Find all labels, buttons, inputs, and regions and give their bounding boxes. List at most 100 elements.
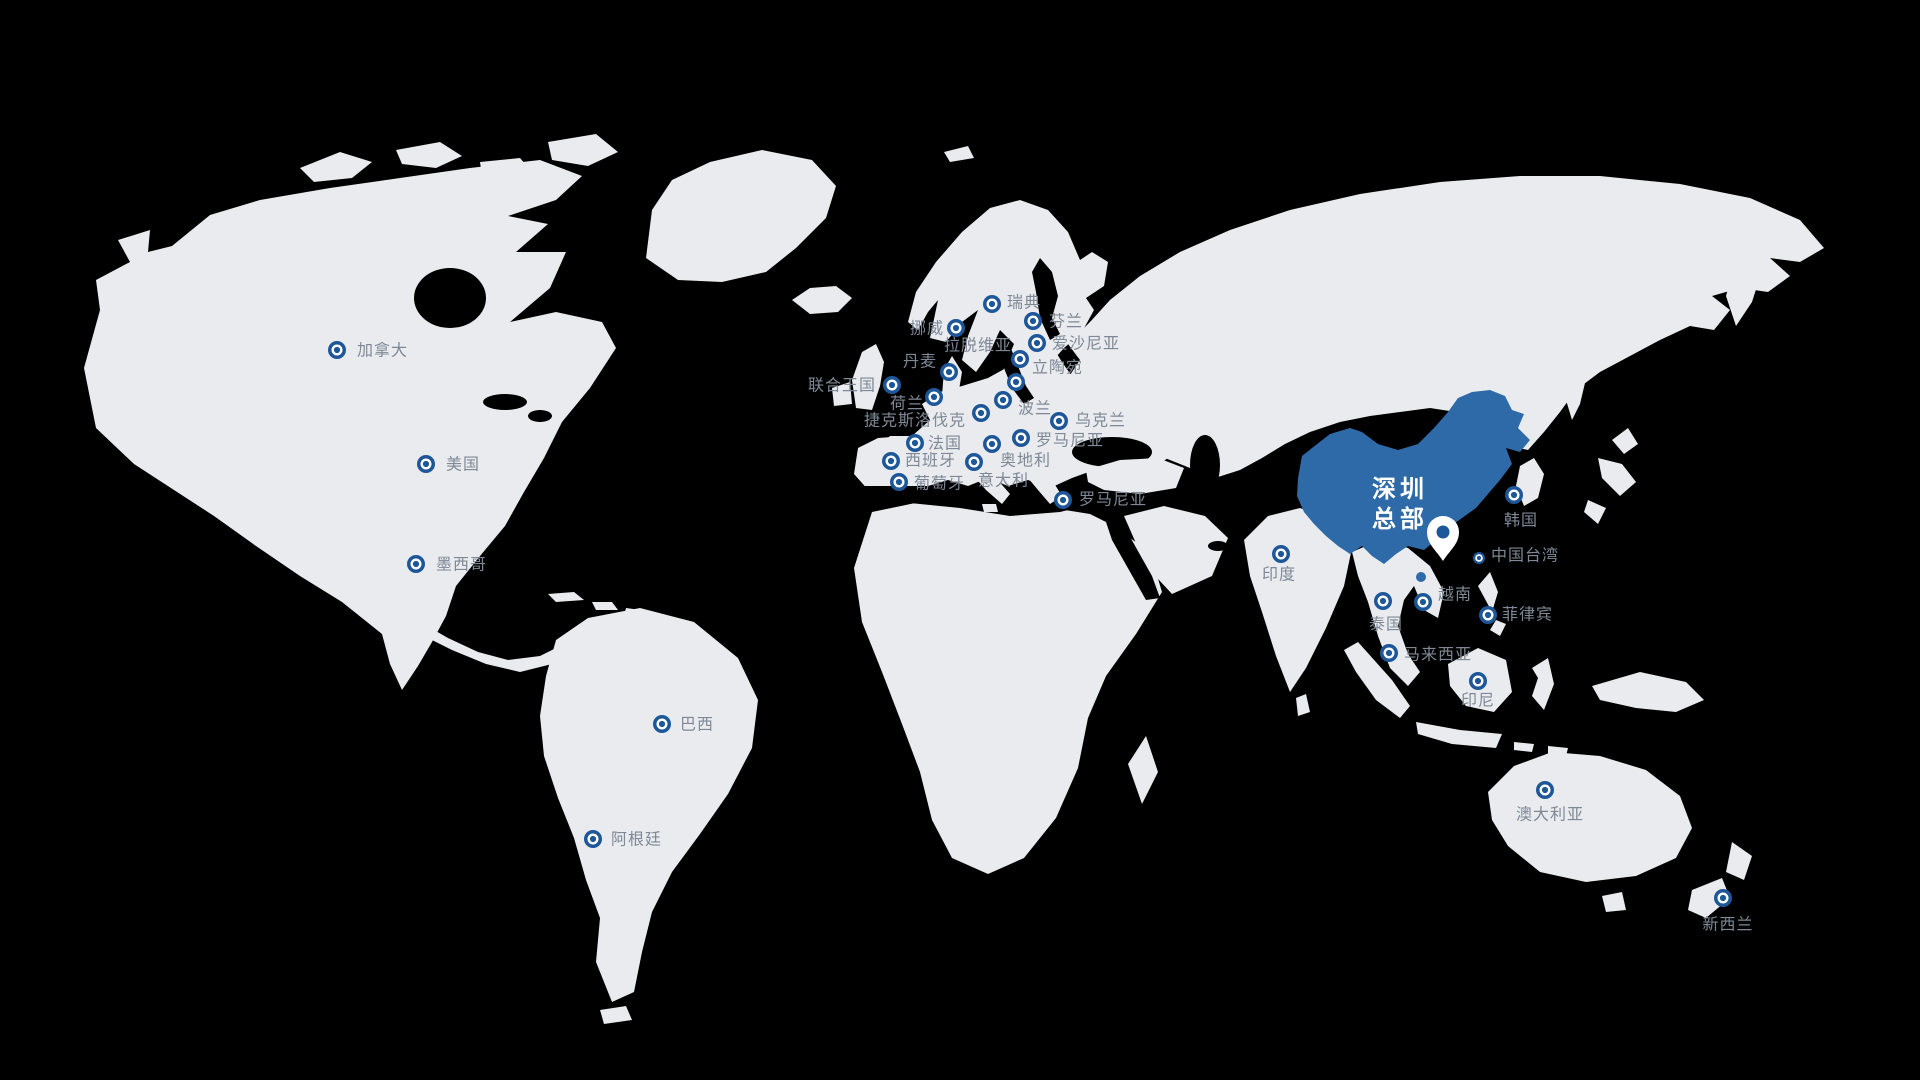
continent-landmass bbox=[300, 152, 372, 182]
location: 韩国 bbox=[1504, 486, 1538, 530]
location: 爱沙尼亚 bbox=[1028, 334, 1119, 353]
continent-landmass bbox=[1124, 506, 1228, 594]
location: 新西兰 bbox=[1702, 889, 1753, 934]
continent-landmass bbox=[1020, 455, 1062, 504]
location-marker-dot bbox=[1059, 496, 1067, 504]
continent-landmass bbox=[1532, 658, 1554, 710]
location-label: 荷兰 bbox=[890, 395, 924, 413]
location-label: 中国台湾 bbox=[1491, 547, 1559, 565]
hq-pin-hole bbox=[1436, 525, 1450, 539]
location-label: 阿根廷 bbox=[611, 831, 662, 849]
hq-label-line2: 总部 bbox=[1372, 505, 1428, 533]
continent-landmass bbox=[982, 504, 998, 512]
continent-landmass bbox=[540, 608, 758, 1002]
location: 乌克兰 bbox=[1050, 412, 1126, 430]
location-label: 澳大利亚 bbox=[1516, 806, 1584, 824]
location-marker-dot bbox=[1419, 598, 1427, 606]
continent-landmass bbox=[1490, 620, 1506, 636]
continent-landmass bbox=[420, 622, 560, 672]
location-marker-dot bbox=[1277, 550, 1285, 558]
location: 越南 bbox=[1414, 586, 1472, 611]
location: 印尼 bbox=[1461, 672, 1495, 710]
continent-landmass bbox=[1344, 642, 1410, 718]
location-label: 韩国 bbox=[1504, 512, 1538, 530]
location: 波兰 bbox=[994, 391, 1052, 418]
continent-landmass bbox=[646, 150, 836, 282]
location: 挪威 bbox=[910, 319, 965, 338]
location: 泰国 bbox=[1369, 592, 1403, 634]
location-label: 联合王国 bbox=[808, 377, 876, 395]
continent-landmass bbox=[1688, 878, 1730, 918]
location: 拉脱维亚 bbox=[944, 337, 1029, 368]
location-label: 法国 bbox=[928, 435, 962, 453]
sea-shape bbox=[1104, 512, 1160, 600]
location-marker-dot bbox=[895, 478, 903, 486]
location: 联合王国 bbox=[808, 376, 901, 395]
sea-shape bbox=[994, 334, 1034, 404]
location-marker-dot bbox=[1017, 434, 1025, 442]
china-shape bbox=[1297, 390, 1530, 564]
location-marker-dot bbox=[1379, 597, 1387, 605]
location-marker-dot bbox=[945, 368, 953, 376]
location-marker-dot bbox=[1510, 491, 1518, 499]
continents-layer bbox=[84, 134, 1824, 1024]
location: 罗马尼亚 bbox=[1054, 491, 1146, 509]
continent-landmass bbox=[1612, 428, 1638, 454]
location-marker-dot bbox=[911, 439, 919, 447]
continent-landmass bbox=[1060, 176, 1824, 478]
location: 印度 bbox=[1262, 545, 1296, 584]
location-label: 瑞典 bbox=[1007, 294, 1041, 312]
location-marker-dot bbox=[412, 560, 420, 568]
location: 美国 bbox=[417, 455, 479, 474]
location-label: 立陶宛 bbox=[1032, 359, 1083, 377]
continent-landmass bbox=[1726, 230, 1766, 326]
location-label: 新西兰 bbox=[1702, 916, 1753, 934]
continent-landmass bbox=[1296, 694, 1310, 716]
location-label: 乌克兰 bbox=[1075, 412, 1126, 430]
location: 菲律宾 bbox=[1479, 606, 1553, 624]
location-label: 波兰 bbox=[1018, 400, 1052, 418]
location-label: 挪威 bbox=[910, 320, 944, 338]
location: 丹麦 bbox=[903, 353, 958, 381]
location-label: 葡萄牙 bbox=[914, 475, 965, 493]
location-label: 芬兰 bbox=[1049, 313, 1083, 331]
location: 巴西 bbox=[653, 715, 714, 734]
location-label: 印尼 bbox=[1461, 692, 1495, 710]
location-marker-dot bbox=[952, 324, 960, 332]
location-label: 印度 bbox=[1262, 566, 1296, 584]
location-label: 越南 bbox=[1438, 586, 1472, 604]
continent-landmass bbox=[1514, 742, 1534, 752]
location-marker-dot bbox=[1012, 378, 1020, 386]
location-marker-dot bbox=[988, 440, 996, 448]
location: 马来西亚 bbox=[1380, 644, 1471, 664]
location-label: 奥地利 bbox=[1000, 452, 1051, 470]
continent-landmass bbox=[1516, 458, 1544, 506]
sea-shape bbox=[528, 410, 552, 422]
sea-shape bbox=[414, 268, 486, 328]
location-label: 西班牙 bbox=[905, 452, 956, 470]
continent-landmass bbox=[1086, 458, 1184, 494]
location: 墨西哥 bbox=[407, 555, 486, 574]
location-label: 罗马尼亚 bbox=[1036, 432, 1104, 450]
location-label: 泰国 bbox=[1369, 616, 1403, 634]
location-marker-dot bbox=[422, 460, 430, 468]
location-label: 巴西 bbox=[680, 717, 714, 734]
location: 澳大利亚 bbox=[1516, 781, 1584, 824]
continent-landmass bbox=[548, 592, 584, 602]
continent-landmass bbox=[430, 194, 474, 212]
location-marker-dot bbox=[1016, 355, 1024, 363]
continent-landmass bbox=[1244, 508, 1352, 692]
location-label: 菲律宾 bbox=[1502, 606, 1553, 624]
location-marker-dot bbox=[1484, 611, 1492, 619]
location-marker-dot bbox=[988, 300, 996, 308]
continent-landmass bbox=[1128, 736, 1158, 804]
china-region bbox=[1297, 390, 1530, 582]
continent-landmass bbox=[396, 142, 462, 168]
hq-label-line1: 深圳 bbox=[1372, 476, 1428, 503]
continent-landmass bbox=[854, 500, 1162, 874]
location-marker-dot bbox=[970, 458, 978, 466]
location: 瑞典 bbox=[983, 294, 1041, 313]
